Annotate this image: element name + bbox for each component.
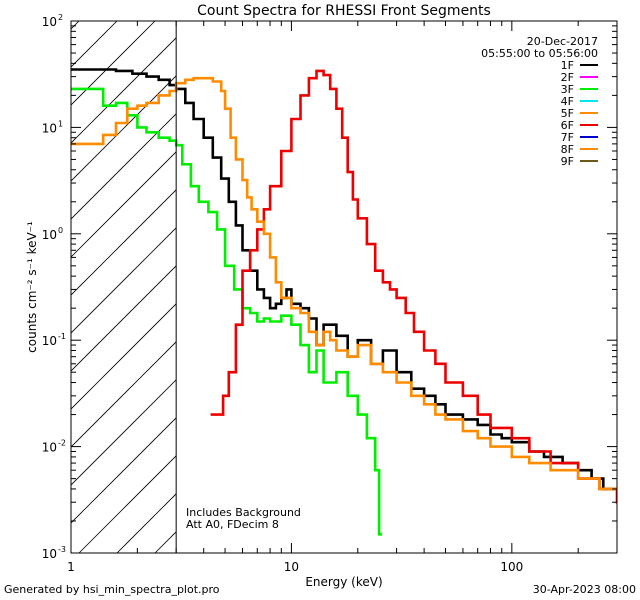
y-tick-exponent: -3 (58, 545, 66, 554)
annotation-attenuator: Att A0, FDecim 8 (186, 518, 279, 531)
x-axis-label: Energy (keV) (305, 575, 382, 589)
hatch-line (71, 417, 177, 524)
time-range-label: 05:55:00 to 05:56:00 (481, 47, 598, 60)
y-tick-exponent: 2 (58, 13, 63, 22)
y-tick-label: 10 (42, 441, 57, 455)
y-tick-label: 10 (42, 228, 57, 242)
hatched-region (71, 21, 177, 553)
y-tick-label: 10 (42, 334, 57, 348)
legend-label-1F: 1F (561, 59, 574, 72)
y-tick-label: 10 (42, 547, 57, 561)
footer-timestamp: 30-Apr-2023 08:00 (532, 583, 636, 596)
y-tick-exponent: -2 (58, 439, 66, 448)
hatch-line (71, 379, 177, 486)
legend-label-8F: 8F (561, 143, 574, 156)
hatch-line (71, 37, 177, 144)
y-tick-exponent: 0 (58, 226, 63, 235)
y-axis-label: counts cm⁻² s⁻¹ keV⁻¹ (25, 221, 39, 353)
hatch-line (71, 189, 177, 296)
plot-frame (70, 20, 618, 554)
date-label: 20-Dec-2017 (527, 35, 598, 48)
legend-label-3F: 3F (561, 83, 574, 96)
x-tick-label: 1 (67, 560, 75, 574)
legend-label-4F: 4F (561, 95, 574, 108)
annotation-background: Includes Background (186, 506, 301, 519)
hatch-line (71, 21, 118, 68)
hatch-line (71, 303, 177, 410)
footer-generated-by: Generated by hsi_min_spectra_plot.pro (4, 583, 220, 596)
y-tick-label: 10 (42, 121, 57, 135)
x-tick-label: 100 (500, 560, 523, 574)
hatch-line (71, 21, 156, 106)
series-3F-line (71, 87, 383, 536)
series-6F-line (210, 69, 617, 504)
hatch-line (71, 227, 177, 334)
hatch-line (71, 151, 177, 258)
x-tick-label: 10 (284, 560, 299, 574)
legend-label-9F: 9F (561, 155, 574, 168)
y-tick-label: 10 (42, 15, 57, 29)
y-tick-exponent: 1 (58, 119, 63, 128)
legend-label-6F: 6F (561, 119, 574, 132)
y-tick-exponent: -1 (58, 332, 66, 341)
legend-label-5F: 5F (561, 107, 574, 120)
series-8F-line (71, 76, 617, 491)
legend-label-7F: 7F (561, 131, 574, 144)
legend-label-2F: 2F (561, 71, 574, 84)
hatch-line (71, 75, 177, 182)
chart-title: Count Spectra for RHESSI Front Segments (197, 3, 491, 19)
hatch-line (71, 341, 177, 448)
